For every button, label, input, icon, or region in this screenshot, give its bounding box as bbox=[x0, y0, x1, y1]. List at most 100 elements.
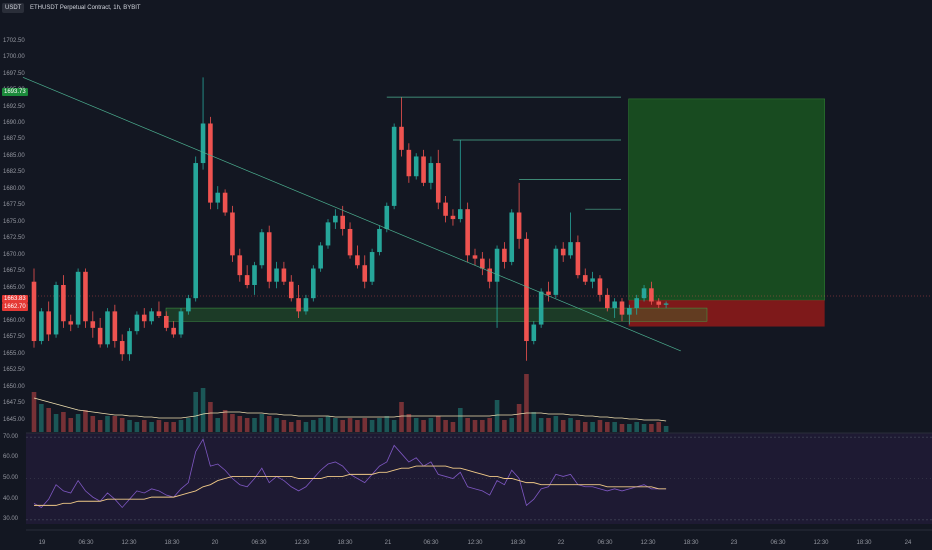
volume-bar bbox=[435, 416, 441, 432]
volume-bar bbox=[46, 408, 51, 432]
price-tick-label: 1647.50 bbox=[3, 400, 25, 407]
volume-bar bbox=[355, 420, 360, 432]
candle-body bbox=[413, 156, 419, 177]
price-tick-label: 1650.00 bbox=[3, 383, 25, 390]
price-tick-label: 1687.50 bbox=[3, 136, 25, 143]
price-tick-label: 1682.50 bbox=[3, 169, 25, 176]
candle-body bbox=[252, 265, 257, 285]
candle-body bbox=[553, 248, 559, 295]
volume-bar bbox=[311, 420, 316, 432]
candle-body bbox=[208, 123, 213, 203]
volume-bar bbox=[612, 422, 617, 432]
target-price-label: 1693.73 bbox=[2, 88, 28, 96]
candle-body bbox=[230, 212, 235, 256]
candle-body bbox=[259, 232, 265, 266]
volume-bar bbox=[119, 418, 125, 432]
volume-bar bbox=[156, 420, 162, 432]
candle-body bbox=[377, 228, 382, 253]
volume-bar bbox=[524, 374, 529, 432]
candle-body bbox=[605, 294, 610, 309]
time-tick-label: 18:30 bbox=[164, 540, 180, 546]
volume-bar bbox=[333, 418, 338, 432]
candle-body bbox=[296, 298, 301, 312]
volume-bar bbox=[296, 420, 301, 432]
volume-bar bbox=[582, 422, 588, 432]
candle-body bbox=[494, 248, 500, 282]
candle-body bbox=[134, 314, 140, 332]
descending-trendline bbox=[22, 77, 681, 352]
price-tick-label: 1692.50 bbox=[3, 103, 25, 110]
candle-body bbox=[112, 311, 118, 342]
price-tick-label: 1660.00 bbox=[3, 317, 25, 324]
candle-body bbox=[119, 341, 125, 355]
volume-bar bbox=[597, 420, 603, 432]
candle-body bbox=[619, 301, 625, 315]
candle-body bbox=[509, 212, 515, 262]
candle-body bbox=[472, 255, 478, 259]
candle-body bbox=[399, 126, 404, 150]
volume-bar bbox=[39, 404, 44, 432]
volume-bar bbox=[325, 416, 331, 432]
volume-bar bbox=[494, 400, 500, 432]
volume-bar bbox=[627, 424, 632, 432]
time-tick-label: 12:30 bbox=[294, 540, 310, 546]
volume-bar bbox=[560, 420, 566, 432]
candle-body bbox=[656, 301, 662, 305]
time-tick-label: 18:30 bbox=[856, 540, 872, 546]
volume-bar bbox=[149, 422, 154, 432]
rsi-ma-line bbox=[34, 465, 667, 506]
time-tick-label: 20 bbox=[211, 540, 219, 546]
candle-body bbox=[75, 271, 81, 325]
volume-bar bbox=[318, 418, 323, 432]
volume-bar bbox=[362, 418, 368, 432]
rsi-tick-label: 60.00 bbox=[3, 454, 19, 461]
time-tick-label: 06:30 bbox=[423, 540, 439, 546]
volume-bar bbox=[553, 416, 559, 432]
currency-badge[interactable]: USDT bbox=[2, 3, 25, 13]
candle-body bbox=[502, 248, 507, 262]
volume-bar bbox=[61, 412, 66, 432]
price-axis[interactable]: 1702.501700.001697.501695.001692.501690.… bbox=[0, 0, 26, 530]
volume-bar bbox=[303, 422, 309, 432]
candle-body bbox=[68, 321, 74, 325]
volume-bar bbox=[164, 422, 169, 432]
price-tick-label: 1700.00 bbox=[3, 54, 25, 61]
candle-body bbox=[171, 327, 176, 335]
candle-body bbox=[480, 258, 485, 269]
volume-bar bbox=[531, 412, 537, 432]
volume-bar bbox=[215, 418, 221, 432]
volume-bar bbox=[259, 414, 265, 432]
candle-body bbox=[649, 288, 654, 302]
candle-body bbox=[215, 192, 221, 203]
volume-bar bbox=[450, 422, 456, 432]
candle-body bbox=[281, 268, 287, 282]
candle-body bbox=[458, 209, 463, 220]
volume-bar bbox=[244, 418, 250, 432]
candle-body bbox=[186, 298, 191, 312]
price-tick-label: 1697.50 bbox=[3, 70, 25, 77]
candle-body bbox=[575, 242, 581, 276]
volume-bar bbox=[413, 418, 419, 432]
time-tick-label: 18:30 bbox=[337, 540, 353, 546]
volume-bar bbox=[105, 416, 110, 432]
volume-bar bbox=[516, 404, 522, 432]
volume-bar bbox=[487, 418, 492, 432]
candle-body bbox=[627, 308, 632, 315]
volume-bar bbox=[340, 420, 345, 432]
candle-body bbox=[83, 271, 88, 322]
candle-body bbox=[546, 291, 551, 295]
volume-bar bbox=[230, 414, 235, 432]
time-tick-label: 19 bbox=[38, 540, 46, 546]
current-price-label-b: 1662.70 bbox=[2, 303, 28, 311]
candle-body bbox=[516, 212, 522, 239]
candle-body bbox=[303, 298, 309, 312]
volume-bar bbox=[75, 414, 81, 432]
volume-bar bbox=[428, 418, 434, 432]
time-tick-label: 18:30 bbox=[510, 540, 526, 546]
volume-bar bbox=[347, 418, 353, 432]
candle-body bbox=[369, 252, 375, 282]
volume-bar bbox=[619, 424, 625, 432]
candle-body bbox=[325, 222, 331, 246]
volume-bar bbox=[53, 414, 59, 432]
